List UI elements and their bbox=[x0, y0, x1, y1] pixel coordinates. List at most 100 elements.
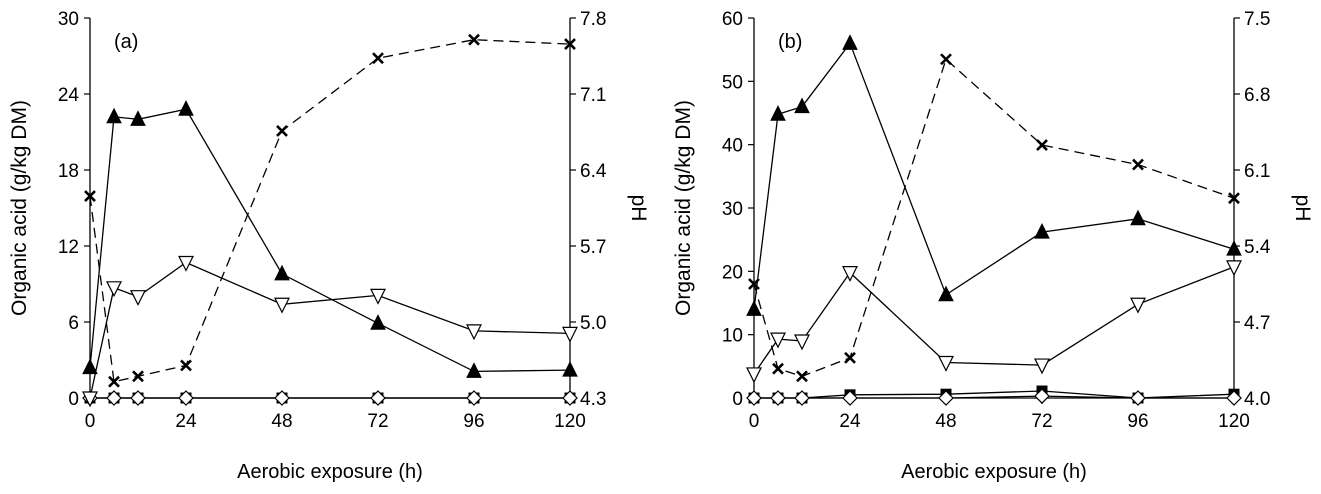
y2-tick-label: 4.3 bbox=[580, 389, 606, 410]
y-tick-label: 40 bbox=[722, 136, 743, 157]
y2-tick-label: 6.8 bbox=[1244, 85, 1270, 106]
data-point-ph-cross bbox=[468, 33, 480, 46]
y2-tick-label: 7.5 bbox=[1244, 9, 1270, 30]
data-point-filled-triangle bbox=[274, 264, 290, 281]
data-point-ph-cross bbox=[772, 362, 784, 375]
y-tick-label: 18 bbox=[58, 161, 79, 182]
data-point-ph-cross bbox=[796, 370, 808, 383]
data-point-open-diamond bbox=[466, 390, 482, 406]
x-axis-label: Aerobic exposure (h) bbox=[237, 461, 423, 483]
series-line-ph-cross bbox=[753, 58, 1235, 377]
y-tick-label: 0 bbox=[68, 389, 79, 410]
y2-axis-label: pH bbox=[1291, 195, 1314, 222]
y-axis-label: Organic acid (g/kg DM) bbox=[8, 100, 31, 316]
panel-label: (a) bbox=[114, 31, 138, 53]
data-point-open-diamond bbox=[370, 390, 386, 406]
data-point-open-triangle bbox=[770, 332, 786, 349]
data-point-open-diamond bbox=[1226, 390, 1242, 406]
data-point-open-diamond bbox=[1034, 388, 1050, 404]
data-point-filled-triangle bbox=[746, 300, 762, 316]
y-tick-label: 0 bbox=[732, 389, 743, 410]
data-point-open-diamond bbox=[938, 390, 954, 406]
data-point-filled-triangle bbox=[770, 105, 786, 121]
y2-tick-label: 4.7 bbox=[1244, 313, 1270, 334]
y-axis-label: Organic acid (g/kg DM) bbox=[672, 100, 695, 316]
y2-tick-label: 5.7 bbox=[580, 237, 606, 258]
x-tick-label: 0 bbox=[749, 411, 760, 432]
data-point-open-triangle bbox=[938, 355, 954, 372]
data-point-open-diamond bbox=[842, 390, 858, 406]
y2-axis-label: pH bbox=[627, 195, 650, 222]
data-point-open-triangle bbox=[746, 367, 762, 384]
data-point-ph-cross bbox=[1036, 139, 1048, 151]
data-point-ph-cross bbox=[132, 370, 144, 383]
data-point-filled-triangle bbox=[178, 100, 194, 116]
data-point-open-triangle bbox=[1130, 297, 1146, 314]
x-tick-label: 48 bbox=[271, 411, 292, 432]
data-point-open-diamond bbox=[178, 390, 194, 406]
data-point-filled-triangle bbox=[466, 362, 482, 378]
data-point-ph-cross bbox=[372, 52, 384, 65]
data-point-open-triangle bbox=[842, 266, 858, 282]
panel-label: (b) bbox=[778, 31, 802, 53]
x-tick-label: 24 bbox=[839, 411, 861, 432]
data-point-open-triangle bbox=[1034, 358, 1050, 375]
y2-tick-label: 5.4 bbox=[1244, 237, 1271, 258]
y2-tick-label: 6.4 bbox=[580, 161, 607, 182]
y-tick-label: 20 bbox=[722, 262, 743, 283]
x-tick-label: 120 bbox=[554, 411, 586, 432]
data-point-ph-cross bbox=[564, 38, 576, 50]
data-point-filled-triangle bbox=[938, 285, 954, 302]
y-tick-label: 30 bbox=[58, 9, 79, 30]
data-point-open-triangle bbox=[794, 334, 810, 351]
data-point-open-diamond bbox=[274, 390, 290, 406]
data-point-open-diamond bbox=[794, 390, 810, 406]
y-tick-label: 12 bbox=[58, 237, 79, 258]
data-point-open-diamond bbox=[562, 390, 578, 406]
x-tick-label: 24 bbox=[175, 411, 197, 432]
data-point-ph-cross bbox=[1228, 192, 1240, 205]
series-line-ph-cross bbox=[89, 39, 571, 383]
x-tick-label: 72 bbox=[367, 411, 388, 432]
data-point-open-triangle bbox=[1226, 260, 1242, 277]
data-point-ph-cross bbox=[276, 124, 288, 137]
x-tick-label: 96 bbox=[463, 411, 484, 432]
y2-tick-label: 4.0 bbox=[1244, 389, 1270, 410]
y-tick-label: 50 bbox=[722, 72, 743, 93]
data-point-open-triangle bbox=[106, 281, 122, 298]
chart-panel-b: 0 24 48 72 96 120 0 10 20 30 40 50 60 4.0 4.7 5.4 6.1 6.8… bbox=[672, 9, 1314, 483]
x-axis-label: Aerobic exposure (h) bbox=[901, 461, 1087, 483]
data-point-filled-triangle bbox=[562, 361, 578, 377]
data-point-open-triangle bbox=[130, 290, 146, 307]
data-point-filled-triangle bbox=[370, 314, 386, 330]
data-point-open-triangle bbox=[274, 297, 290, 314]
data-point-filled-triangle bbox=[130, 110, 146, 126]
series-line-open-triangle bbox=[89, 261, 571, 399]
x-tick-label: 72 bbox=[1031, 411, 1052, 432]
data-point-open-triangle bbox=[82, 391, 98, 408]
data-point-ph-cross bbox=[84, 190, 96, 202]
y2-tick-label: 7.1 bbox=[580, 85, 606, 106]
y-tick-label: 10 bbox=[722, 326, 743, 347]
y2-tick-label: 6.1 bbox=[1244, 161, 1270, 182]
data-point-ph-cross bbox=[940, 53, 952, 66]
data-point-open-triangle bbox=[178, 255, 194, 272]
y-tick-label: 24 bbox=[58, 85, 80, 106]
y2-tick-label: 7.8 bbox=[580, 9, 606, 30]
y-tick-label: 6 bbox=[68, 313, 79, 334]
x-tick-label: 0 bbox=[85, 411, 96, 432]
data-point-open-triangle bbox=[466, 324, 482, 341]
data-point-open-diamond bbox=[746, 390, 762, 406]
data-point-filled-triangle bbox=[106, 107, 122, 124]
data-point-filled-triangle bbox=[82, 358, 98, 375]
data-point-open-triangle bbox=[370, 288, 386, 305]
x-tick-label: 120 bbox=[1218, 411, 1250, 432]
series-line-open-triangle bbox=[753, 266, 1235, 375]
data-point-filled-triangle bbox=[1226, 240, 1242, 256]
data-point-ph-cross bbox=[1132, 158, 1144, 171]
data-point-ph-cross bbox=[108, 375, 120, 388]
data-point-ph-cross bbox=[748, 278, 760, 290]
x-tick-label: 96 bbox=[1127, 411, 1148, 432]
data-point-filled-triangle bbox=[1034, 222, 1050, 239]
data-point-open-diamond bbox=[130, 390, 146, 406]
